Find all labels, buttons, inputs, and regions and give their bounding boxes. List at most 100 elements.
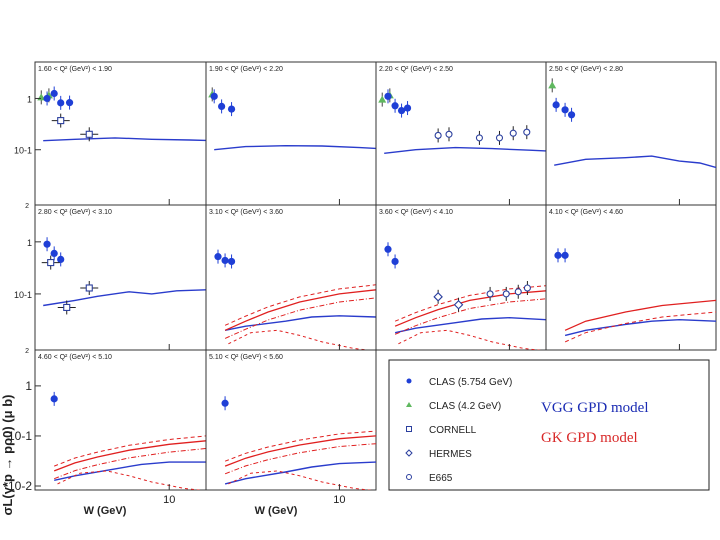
e665-point	[523, 284, 531, 292]
e665-point	[475, 134, 483, 142]
vgg-model-curve	[54, 461, 206, 481]
panel-3: 2.20 < Q² (GeV²) < 2.50	[375, 61, 547, 206]
clas-point	[218, 102, 226, 111]
clas-point	[561, 106, 569, 114]
gk-model-component	[228, 470, 373, 490]
y-tick-label: 10-1	[14, 290, 32, 300]
clas-point	[384, 245, 392, 253]
clas-point	[397, 106, 406, 115]
clas-point	[227, 105, 236, 113]
e665-point	[502, 290, 510, 298]
y-tick-label: 1	[25, 379, 32, 393]
panel-frame	[545, 61, 717, 206]
clas-point	[57, 99, 65, 107]
e665-point	[509, 129, 517, 137]
clas-point	[50, 249, 58, 257]
clas-point	[391, 102, 399, 110]
e665-point	[486, 290, 494, 298]
panel-frame	[545, 204, 717, 351]
gk-model-curve-upper	[224, 284, 376, 326]
legend-marker-clas42	[406, 402, 412, 407]
cornell-point	[85, 284, 93, 292]
gk-model-curve	[564, 299, 716, 331]
model-curves	[564, 299, 716, 343]
x-tick-label: 10	[163, 494, 175, 506]
panel-7: 3.60 < Q² (GeV²) < 4.10	[375, 204, 547, 351]
cornell-point	[47, 259, 55, 267]
y-tick-label: 1	[27, 94, 32, 104]
clas-point	[214, 253, 222, 261]
gk-model-component	[57, 470, 203, 490]
panel-q2-label: 2.20 < Q² (GeV²) < 2.50	[379, 66, 453, 73]
model-curves	[554, 155, 716, 169]
panel-q2-label: 4.10 < Q² (GeV²) < 4.60	[549, 209, 623, 216]
cornell-point	[63, 303, 71, 311]
panel-q2-label: 5.10 < Q² (GeV²) < 5.60	[209, 354, 283, 361]
clas42-point	[548, 81, 557, 89]
model-curves	[224, 430, 376, 490]
vgg-model-label: VGG GPD model	[541, 400, 649, 416]
gk-model-curve	[53, 440, 206, 472]
panel-q2-label: 4.60 < Q² (GeV²) < 5.10	[38, 354, 112, 361]
e665-point	[434, 131, 442, 139]
hermes-point	[433, 292, 443, 302]
vgg-model-curve	[214, 144, 376, 151]
panel-frame	[375, 204, 547, 351]
vgg-model-curve	[224, 315, 376, 331]
panel-4: 2.50 < Q² (GeV²) < 2.80	[545, 61, 717, 206]
panel-frame	[205, 204, 377, 351]
legend-label-e665: E665	[429, 473, 453, 484]
panel-5: 2.80 < Q² (GeV²) < 3.10 1 10-1 2	[14, 204, 207, 355]
gk-model-curve-lower	[394, 298, 546, 335]
legend-marker-cornell	[406, 426, 412, 432]
gk-model-curve-lower	[224, 297, 376, 339]
clas-point	[65, 99, 74, 107]
edge-tick-label: 2	[25, 203, 29, 210]
gk-model-component	[398, 329, 542, 350]
panel-2: 1.90 < Q² (GeV²) < 2.20	[205, 61, 377, 206]
e665-point	[523, 128, 531, 136]
panel-frame	[375, 61, 547, 206]
clas-point	[50, 395, 58, 403]
panel-9: 4.60 < Q² (GeV²) < 5.10 1 10-1 10-2 10 W (GeV…	[8, 349, 207, 517]
legend-label-clas42: CLAS (4.2 GeV)	[429, 401, 501, 412]
panels-layer: 1.60 < Q² (GeV²) < 1.90 1 10-1 2 1.90 < Q² (…	[8, 61, 717, 517]
clas-point	[561, 251, 569, 259]
model-curves	[43, 137, 206, 142]
clas-point	[210, 92, 218, 100]
y-tick-label: 10-2	[8, 479, 32, 493]
panel-frame	[34, 61, 207, 206]
clas-point	[567, 111, 576, 119]
panel-frame	[205, 61, 377, 206]
panel-8: 4.10 < Q² (GeV²) < 4.60	[545, 204, 717, 351]
legend-box	[388, 359, 710, 491]
vgg-model-curve	[394, 316, 546, 334]
legend-label-cornell: CORNELL	[429, 425, 477, 436]
vgg-model-curve	[43, 289, 206, 307]
model-curves	[214, 144, 376, 151]
legend: VGG GPD model GK GPD model CLAS (5.754 G…	[388, 359, 710, 491]
x-tick-label: 10	[333, 494, 345, 506]
gk-model-component	[228, 329, 372, 350]
clas42-point	[378, 95, 387, 103]
clas-point	[57, 255, 65, 264]
gk-model-curve-lower	[54, 448, 206, 480]
y-axis-title: σL(γ*p → pρ0) (μ b)	[0, 395, 15, 516]
clas-point	[403, 104, 412, 112]
panel-q2-label: 2.50 < Q² (GeV²) < 2.80	[549, 66, 623, 73]
vgg-model-curve	[564, 318, 716, 337]
panel-q2-label: 1.90 < Q² (GeV²) < 2.20	[209, 66, 283, 73]
x-axis-title: W (GeV)	[255, 505, 298, 517]
x-axis-title: W (GeV)	[84, 505, 127, 517]
model-curves	[43, 289, 206, 307]
cornell-point	[57, 117, 65, 125]
clas-point	[221, 256, 229, 265]
legend-label-hermes: HERMES	[429, 449, 472, 460]
vgg-model-curve	[384, 146, 546, 154]
clas-point	[552, 101, 560, 109]
gk-model-label: GK GPD model	[541, 430, 638, 446]
panel-q2-label: 3.10 < Q² (GeV²) < 3.60	[209, 209, 283, 216]
gk-model-curve	[224, 289, 376, 331]
legend-marker-e665	[406, 474, 412, 480]
